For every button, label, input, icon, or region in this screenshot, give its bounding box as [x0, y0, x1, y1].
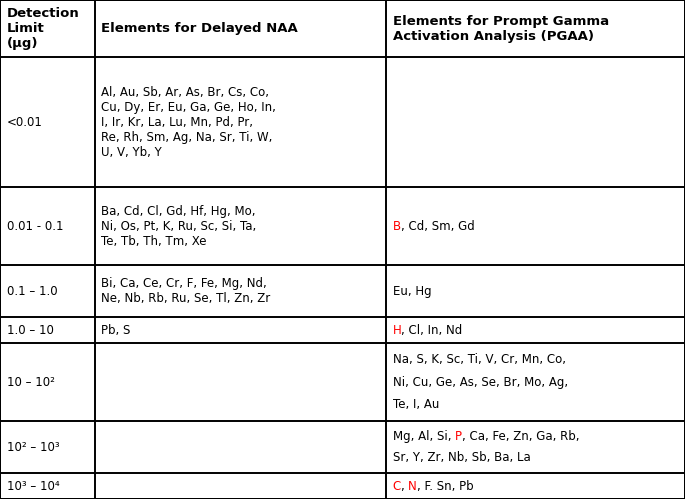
Text: Pb, S: Pb, S	[101, 324, 131, 337]
Text: , Ca, Fe, Zn, Ga, Rb,: , Ca, Fe, Zn, Ga, Rb,	[462, 430, 580, 443]
Bar	[386, 343, 685, 421]
Bar	[95, 265, 386, 317]
Bar	[95, 187, 386, 265]
Text: Detection
Limit
(μg): Detection Limit (μg)	[7, 7, 79, 50]
Bar	[0, 317, 95, 343]
Text: Ba, Cd, Cl, Gd, Hf, Hg, Mo,
Ni, Os, Pt, K, Ru, Sc, Si, Ta,
Te, Tb, Th, Tm, Xe: Ba, Cd, Cl, Gd, Hf, Hg, Mo, Ni, Os, Pt, …	[101, 205, 257, 248]
Text: Bi, Ca, Ce, Cr, F, Fe, Mg, Nd,
Ne, Nb, Rb, Ru, Se, Tl, Zn, Zr: Bi, Ca, Ce, Cr, F, Fe, Mg, Nd, Ne, Nb, R…	[101, 277, 271, 305]
Bar	[386, 187, 685, 265]
Bar	[95, 0, 386, 57]
Bar	[95, 317, 386, 343]
Bar	[386, 317, 685, 343]
Bar	[0, 57, 95, 187]
Text: , Cd, Sm, Gd: , Cd, Sm, Gd	[401, 220, 475, 233]
Text: , Cl, In, Nd: , Cl, In, Nd	[401, 324, 462, 337]
Bar	[0, 421, 95, 473]
Bar	[95, 57, 386, 187]
Bar	[0, 343, 95, 421]
Text: Elements for Delayed NAA: Elements for Delayed NAA	[101, 22, 298, 35]
Text: B: B	[393, 220, 401, 233]
Text: Sr, Y, Zr, Nb, Sb, Ba, La: Sr, Y, Zr, Nb, Sb, Ba, La	[393, 451, 530, 464]
Text: 10 – 10²: 10 – 10²	[7, 376, 55, 389]
Text: 1.0 – 10: 1.0 – 10	[7, 324, 53, 337]
Bar	[0, 265, 95, 317]
Bar	[95, 473, 386, 499]
Text: <0.01: <0.01	[7, 116, 42, 129]
Text: Mg, Al, Si,: Mg, Al, Si,	[393, 430, 455, 443]
Text: ,: ,	[401, 480, 408, 493]
Text: Al, Au, Sb, Ar, As, Br, Cs, Co,
Cu, Dy, Er, Eu, Ga, Ge, Ho, In,
I, Ir, Kr, La, L: Al, Au, Sb, Ar, As, Br, Cs, Co, Cu, Dy, …	[101, 86, 276, 159]
Text: Na, S, K, Sc, Ti, V, Cr, Mn, Co,: Na, S, K, Sc, Ti, V, Cr, Mn, Co,	[393, 353, 566, 366]
Text: P: P	[455, 430, 462, 443]
Text: 0.01 - 0.1: 0.01 - 0.1	[7, 220, 63, 233]
Text: 10² – 10³: 10² – 10³	[7, 441, 60, 454]
Text: , F. Sn, Pb: , F. Sn, Pb	[417, 480, 473, 493]
Text: Te, I, Au: Te, I, Au	[393, 398, 439, 411]
Text: Ni, Cu, Ge, As, Se, Br, Mo, Ag,: Ni, Cu, Ge, As, Se, Br, Mo, Ag,	[393, 376, 568, 389]
Bar	[386, 473, 685, 499]
Bar	[0, 187, 95, 265]
Bar	[0, 473, 95, 499]
Bar	[95, 421, 386, 473]
Text: 10³ – 10⁴: 10³ – 10⁴	[7, 480, 60, 493]
Text: C: C	[393, 480, 401, 493]
Text: H: H	[393, 324, 401, 337]
Text: Elements for Prompt Gamma
Activation Analysis (PGAA): Elements for Prompt Gamma Activation Ana…	[393, 14, 609, 43]
Bar	[386, 57, 685, 187]
Bar	[95, 343, 386, 421]
Bar	[386, 421, 685, 473]
Text: N: N	[408, 480, 417, 493]
Bar	[386, 265, 685, 317]
Text: 0.1 – 1.0: 0.1 – 1.0	[7, 285, 58, 298]
Text: Eu, Hg: Eu, Hg	[393, 285, 431, 298]
Bar	[386, 0, 685, 57]
Bar	[0, 0, 95, 57]
